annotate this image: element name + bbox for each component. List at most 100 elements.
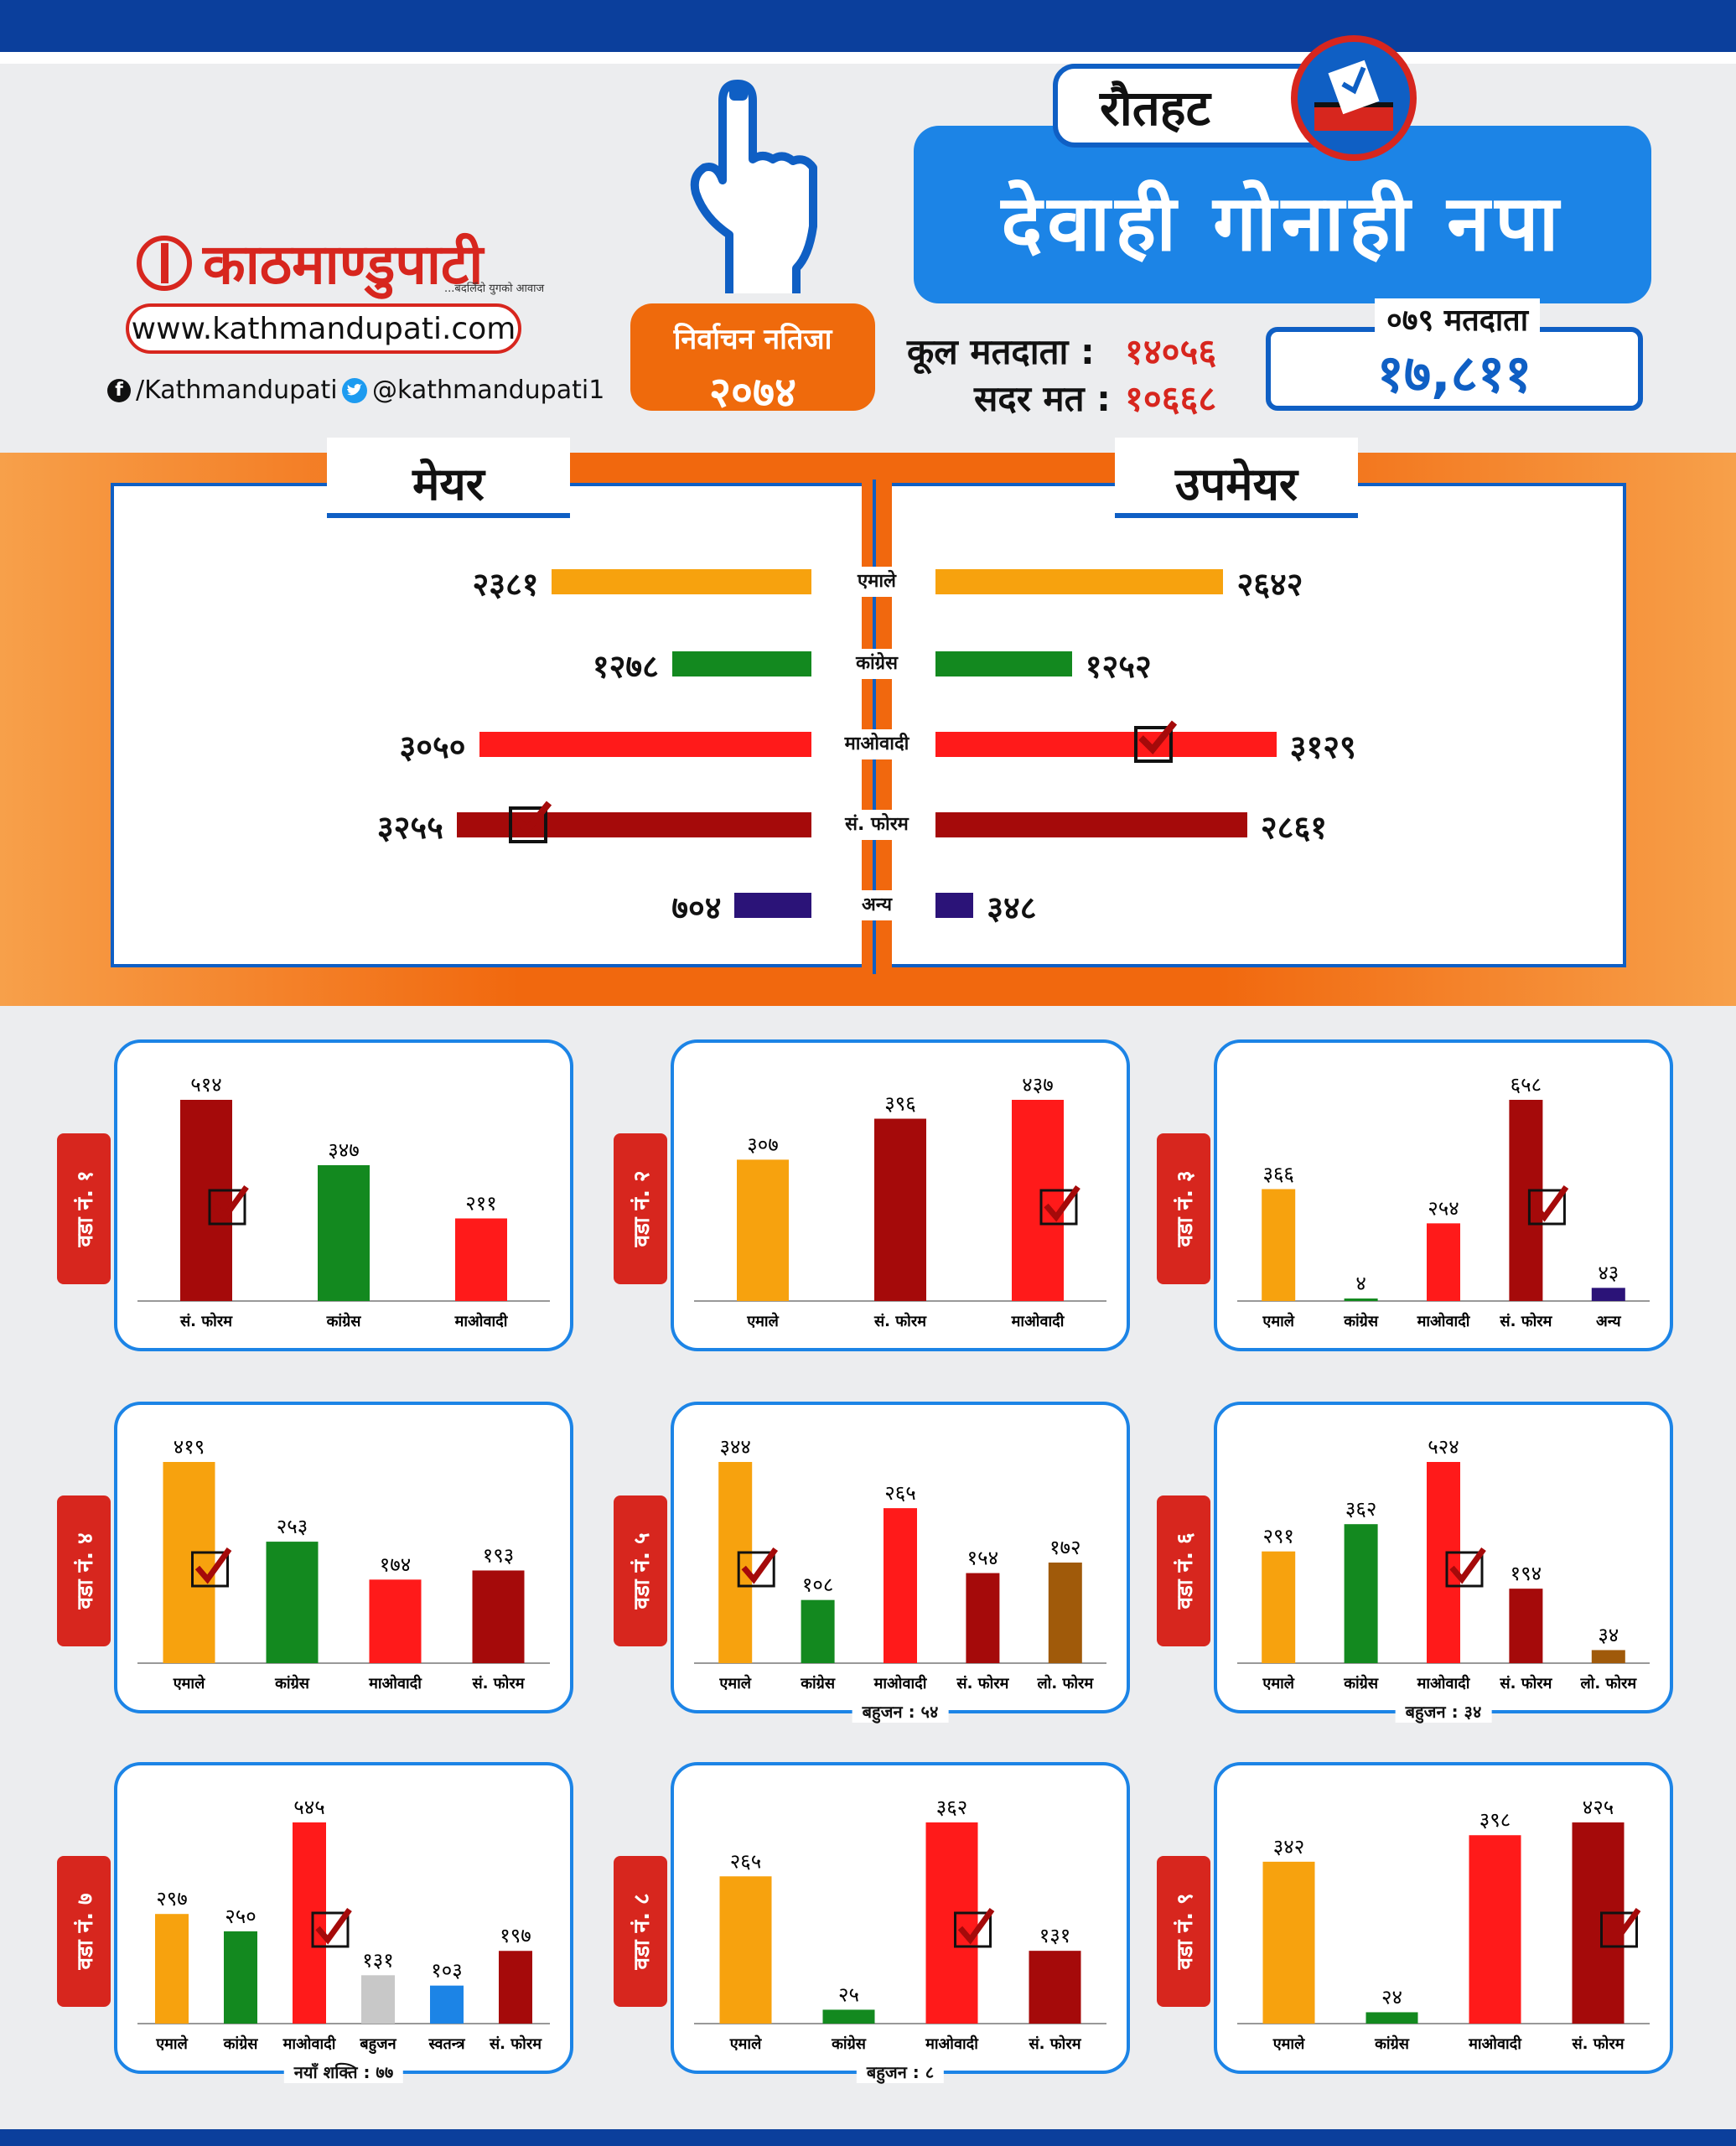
bottom-stripe xyxy=(0,2129,1736,2146)
ward-7-bar-5 xyxy=(499,1951,532,2024)
ward-8-bar-0 xyxy=(719,1876,772,2024)
ward-4-winner-check-icon xyxy=(191,1547,232,1588)
ward-5-value-2: २६५ xyxy=(884,1481,915,1505)
ward-7-value-5: १९७ xyxy=(500,1924,531,1947)
voters-079-value: १७,८११ xyxy=(1376,343,1532,404)
ward-5-bar-1 xyxy=(801,1599,835,1663)
ward-3-value-1: ४ xyxy=(1355,1272,1365,1295)
ward-5-category-1: कांग्रेस xyxy=(800,1674,836,1692)
ward-8-category-0: एमाले xyxy=(729,2035,762,2053)
ward-4-value-3: १९३ xyxy=(483,1543,514,1567)
twitter-handle: @kathmandupati1 xyxy=(372,376,605,405)
ward-6-value-2: ५२४ xyxy=(1428,1435,1459,1459)
facebook-link[interactable]: f /Kathmandupati xyxy=(107,376,338,405)
ward-2-winner-check-icon xyxy=(1039,1184,1080,1226)
ward-label-2: वडा नं. २ xyxy=(614,1133,667,1284)
ward-4-value-2: १७४ xyxy=(380,1552,411,1576)
ward-9-bar-0 xyxy=(1262,1861,1315,2024)
total-voters-label: कूल मतदाता : xyxy=(907,331,1095,372)
ward-9-category-3: सं. फोरम xyxy=(1572,2035,1625,2053)
ward-chart-3: ३६६ एमाले ४ कांग्रेस २५४ माओवादी ६५८ सं. फोरम ४३… xyxy=(1237,1073,1650,1330)
ward-5-category-4: लो. फोरम xyxy=(1036,1674,1094,1692)
ward-6-category-0: एमाले xyxy=(1262,1674,1294,1692)
ward-6-value-3: १९४ xyxy=(1511,1562,1542,1585)
ward-8-winner-check-icon xyxy=(954,1907,995,1948)
top-stripe-white xyxy=(0,52,1736,64)
ward-7-category-0: एमाले xyxy=(155,2035,188,2053)
top-stripe xyxy=(0,0,1736,52)
ward-9-category-0: एमाले xyxy=(1272,2035,1305,2053)
ward-3-bar-3 xyxy=(1509,1100,1543,1301)
ward-5-bar-4 xyxy=(1048,1563,1082,1663)
ward-9-bar-2 xyxy=(1469,1835,1521,2024)
ward-9-category-1: कांग्रेस xyxy=(1374,2035,1410,2053)
website-link[interactable]: www.kathmandupati.com xyxy=(126,303,521,354)
ward-3-category-3: सं. फोरम xyxy=(1499,1312,1552,1330)
ward-5-bar-0 xyxy=(718,1462,753,1663)
deputy-winner-check-icon xyxy=(1133,720,1177,763)
ward-3-bar-2 xyxy=(1427,1223,1460,1301)
ward-4-bar-0 xyxy=(163,1462,215,1663)
ward-6-bar-0 xyxy=(1262,1551,1296,1663)
ward-8-value-3: १३१ xyxy=(1039,1924,1070,1947)
ward-8-value-0: २६५ xyxy=(730,1849,761,1873)
ward-4-category-2: माओवादी xyxy=(368,1674,422,1692)
ward-2-value-2: ४३७ xyxy=(1022,1073,1053,1096)
mayor-bar-2 xyxy=(479,732,811,757)
ward-8-category-1: कांग्रेस xyxy=(831,2035,867,2053)
ward-1-winner-check-icon xyxy=(208,1184,249,1226)
municipality-banner xyxy=(914,126,1651,303)
ward-3-category-2: माओवादी xyxy=(1417,1312,1471,1330)
twitter-icon xyxy=(342,377,367,403)
ward-5-category-3: सं. फोरम xyxy=(956,1674,1009,1692)
ward-6-bar-3 xyxy=(1509,1589,1543,1663)
ward-label-text-2: वडा नं. २ xyxy=(630,1170,655,1247)
ward-label-text-8: वडा नं. ८ xyxy=(630,1893,655,1970)
ward-5-category-0: एमाले xyxy=(718,1674,751,1692)
ward-1-category-1: कांग्रेस xyxy=(326,1312,362,1330)
ward-6-category-2: माओवादी xyxy=(1417,1674,1471,1692)
ward-2-category-0: एमाले xyxy=(746,1312,779,1330)
ward-9-bar-3 xyxy=(1572,1822,1625,2024)
mayor-value-1: १२७८ xyxy=(592,648,659,685)
ward-chart-6: २९१ एमाले ३६२ कांग्रेस ५२४ माओवादी १९४ सं. फोरम… xyxy=(1237,1435,1650,1692)
ward-6-value-0: २९१ xyxy=(1262,1525,1293,1548)
ward-2-bar-0 xyxy=(737,1159,789,1301)
deputy-value-3: २८६१ xyxy=(1260,809,1327,846)
ward-3-category-4: अन्य xyxy=(1596,1313,1622,1330)
facebook-icon: f xyxy=(107,378,131,402)
deputy-value-0: २६४२ xyxy=(1236,566,1303,603)
ward-9-value-1: २४ xyxy=(1381,1985,1402,2009)
ballot-box-icon xyxy=(1291,35,1417,161)
voters-079-label: ०७९ मतदाता xyxy=(1375,298,1541,340)
ward-chart-8: २६५ एमाले २५ कांग्रेस ३६२ माओवादी १३१ सं. फोरम xyxy=(694,1796,1106,2053)
ward-3-bar-1 xyxy=(1344,1298,1378,1301)
ward-label-text-6: वडा नं. ६ xyxy=(1173,1532,1198,1610)
mayor-bar-1 xyxy=(671,651,811,676)
ward-5-winner-check-icon xyxy=(737,1547,779,1588)
ward-7-category-2: माओवादी xyxy=(282,2035,337,2053)
ward-8-category-3: सं. फोरम xyxy=(1029,2035,1082,2053)
ward-1-category-0: सं. फोरम xyxy=(179,1312,233,1330)
ward-7-bar-2 xyxy=(293,1822,326,2024)
brand-logo: काठमाण्डुपाटी xyxy=(126,225,536,300)
deputy-bar-0 xyxy=(935,569,1224,594)
deputy-bar-1 xyxy=(935,651,1072,676)
party-label-4: अन्य xyxy=(827,890,927,920)
ward-4-category-1: कांग्रेस xyxy=(274,1674,310,1692)
ward-6-category-4: लो. फोरम xyxy=(1579,1674,1637,1692)
ward-7-category-3: बहुजन xyxy=(359,2035,396,2055)
ward-label-4: वडा नं. ४ xyxy=(57,1495,111,1646)
party-label-2: माओवादी xyxy=(827,729,927,759)
ward-2-category-1: सं. फोरम xyxy=(873,1312,927,1330)
ward-6-category-1: कांग्रेस xyxy=(1343,1674,1379,1692)
mayor-bar-0 xyxy=(552,569,811,594)
twitter-link[interactable]: @kathmandupati1 xyxy=(342,376,604,405)
divider-line xyxy=(873,479,876,974)
ward-1-category-2: माओवादी xyxy=(454,1312,509,1330)
ward-footnote-8: बहुजन : ८ xyxy=(856,2060,945,2083)
ward-6-winner-check-icon xyxy=(1445,1547,1486,1588)
municipality-name: देवाही गोनाही नपा xyxy=(1001,179,1564,268)
ward-8-bar-3 xyxy=(1029,1951,1081,2024)
result-year: २०७४ xyxy=(709,368,796,417)
